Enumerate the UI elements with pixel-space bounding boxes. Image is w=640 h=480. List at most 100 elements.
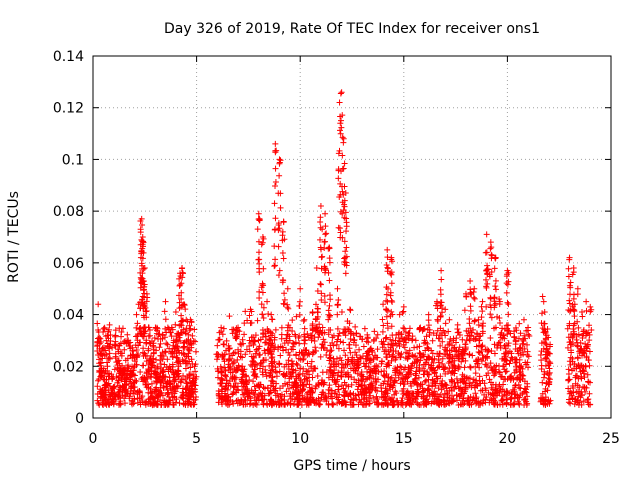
data-point [404,388,411,395]
data-point [442,320,449,327]
data-point [574,291,581,298]
data-point [340,385,347,392]
data-point [331,358,338,365]
data-point [304,360,311,367]
data-point [487,360,494,367]
data-point [350,332,357,339]
data-point [348,381,355,388]
data-point [167,380,174,387]
data-point [500,396,507,403]
data-point [182,365,189,372]
data-point [511,333,518,340]
data-point [166,377,173,384]
data-point [254,317,261,324]
chart-title: Day 326 of 2019, Rate Of TEC Index for r… [164,21,540,37]
data-point [241,331,248,338]
data-point [387,386,394,393]
data-point [495,340,502,346]
data-point [496,383,503,390]
data-point [335,383,342,390]
data-point [167,329,174,336]
data-point [334,311,341,318]
data-point [173,359,180,366]
data-point [461,364,468,371]
data-point [486,397,493,404]
data-point [322,231,329,238]
data-point [565,265,572,272]
data-point [448,387,455,394]
data-point [150,343,157,350]
data-point [237,353,244,360]
data-point [265,341,272,348]
data-point [521,332,528,339]
data-point [317,281,324,288]
data-point [130,371,137,378]
data-point [269,359,276,366]
data-point [389,351,396,358]
data-point [437,342,444,349]
data-point [469,352,476,359]
data-point [493,368,500,375]
data-point [483,353,490,360]
data-point [133,324,140,331]
data-point [292,339,299,346]
data-point [385,401,392,408]
data-point [125,339,132,346]
data-point [378,368,385,375]
data-point [141,286,148,293]
data-point [145,345,152,352]
data-point [153,369,160,376]
data-point [381,372,388,379]
data-point [135,342,142,349]
data-point [300,386,307,393]
data-point [412,396,419,403]
data-point [273,369,280,376]
data-point [141,303,148,310]
data-point [342,270,349,277]
data-point [167,385,174,392]
data-point [581,384,588,391]
data-point [222,367,229,374]
data-point [434,400,441,407]
data-point [94,397,101,404]
data-point [317,214,324,221]
data-point [143,398,150,405]
data-point [96,340,103,347]
data-point [487,311,494,318]
data-point [466,351,473,358]
data-point [278,400,285,407]
data-point [303,381,310,388]
data-point [220,352,227,359]
data-point [567,347,574,354]
data-point [334,301,341,308]
data-point [156,376,163,383]
data-point [566,339,573,346]
data-point [105,380,112,387]
data-point [493,362,500,369]
data-point [332,388,339,395]
data-point [352,323,359,330]
data-point [230,350,237,357]
data-point [517,385,524,392]
data-point [326,357,333,364]
data-point [171,393,178,400]
data-point [140,239,147,246]
data-point [247,395,254,402]
data-point [398,376,405,383]
data-point [284,285,291,292]
data-point [134,320,141,327]
data-point [299,356,306,363]
data-point [96,335,103,342]
data-point [185,400,192,407]
data-point [321,245,328,252]
data-point [423,356,430,363]
data-point [367,345,374,352]
data-point [253,346,260,353]
data-point [361,325,368,332]
data-point [481,391,488,398]
data-point [511,391,518,398]
data-point [280,347,287,354]
data-point [338,373,345,380]
data-point [135,351,142,358]
data-point [184,395,191,402]
